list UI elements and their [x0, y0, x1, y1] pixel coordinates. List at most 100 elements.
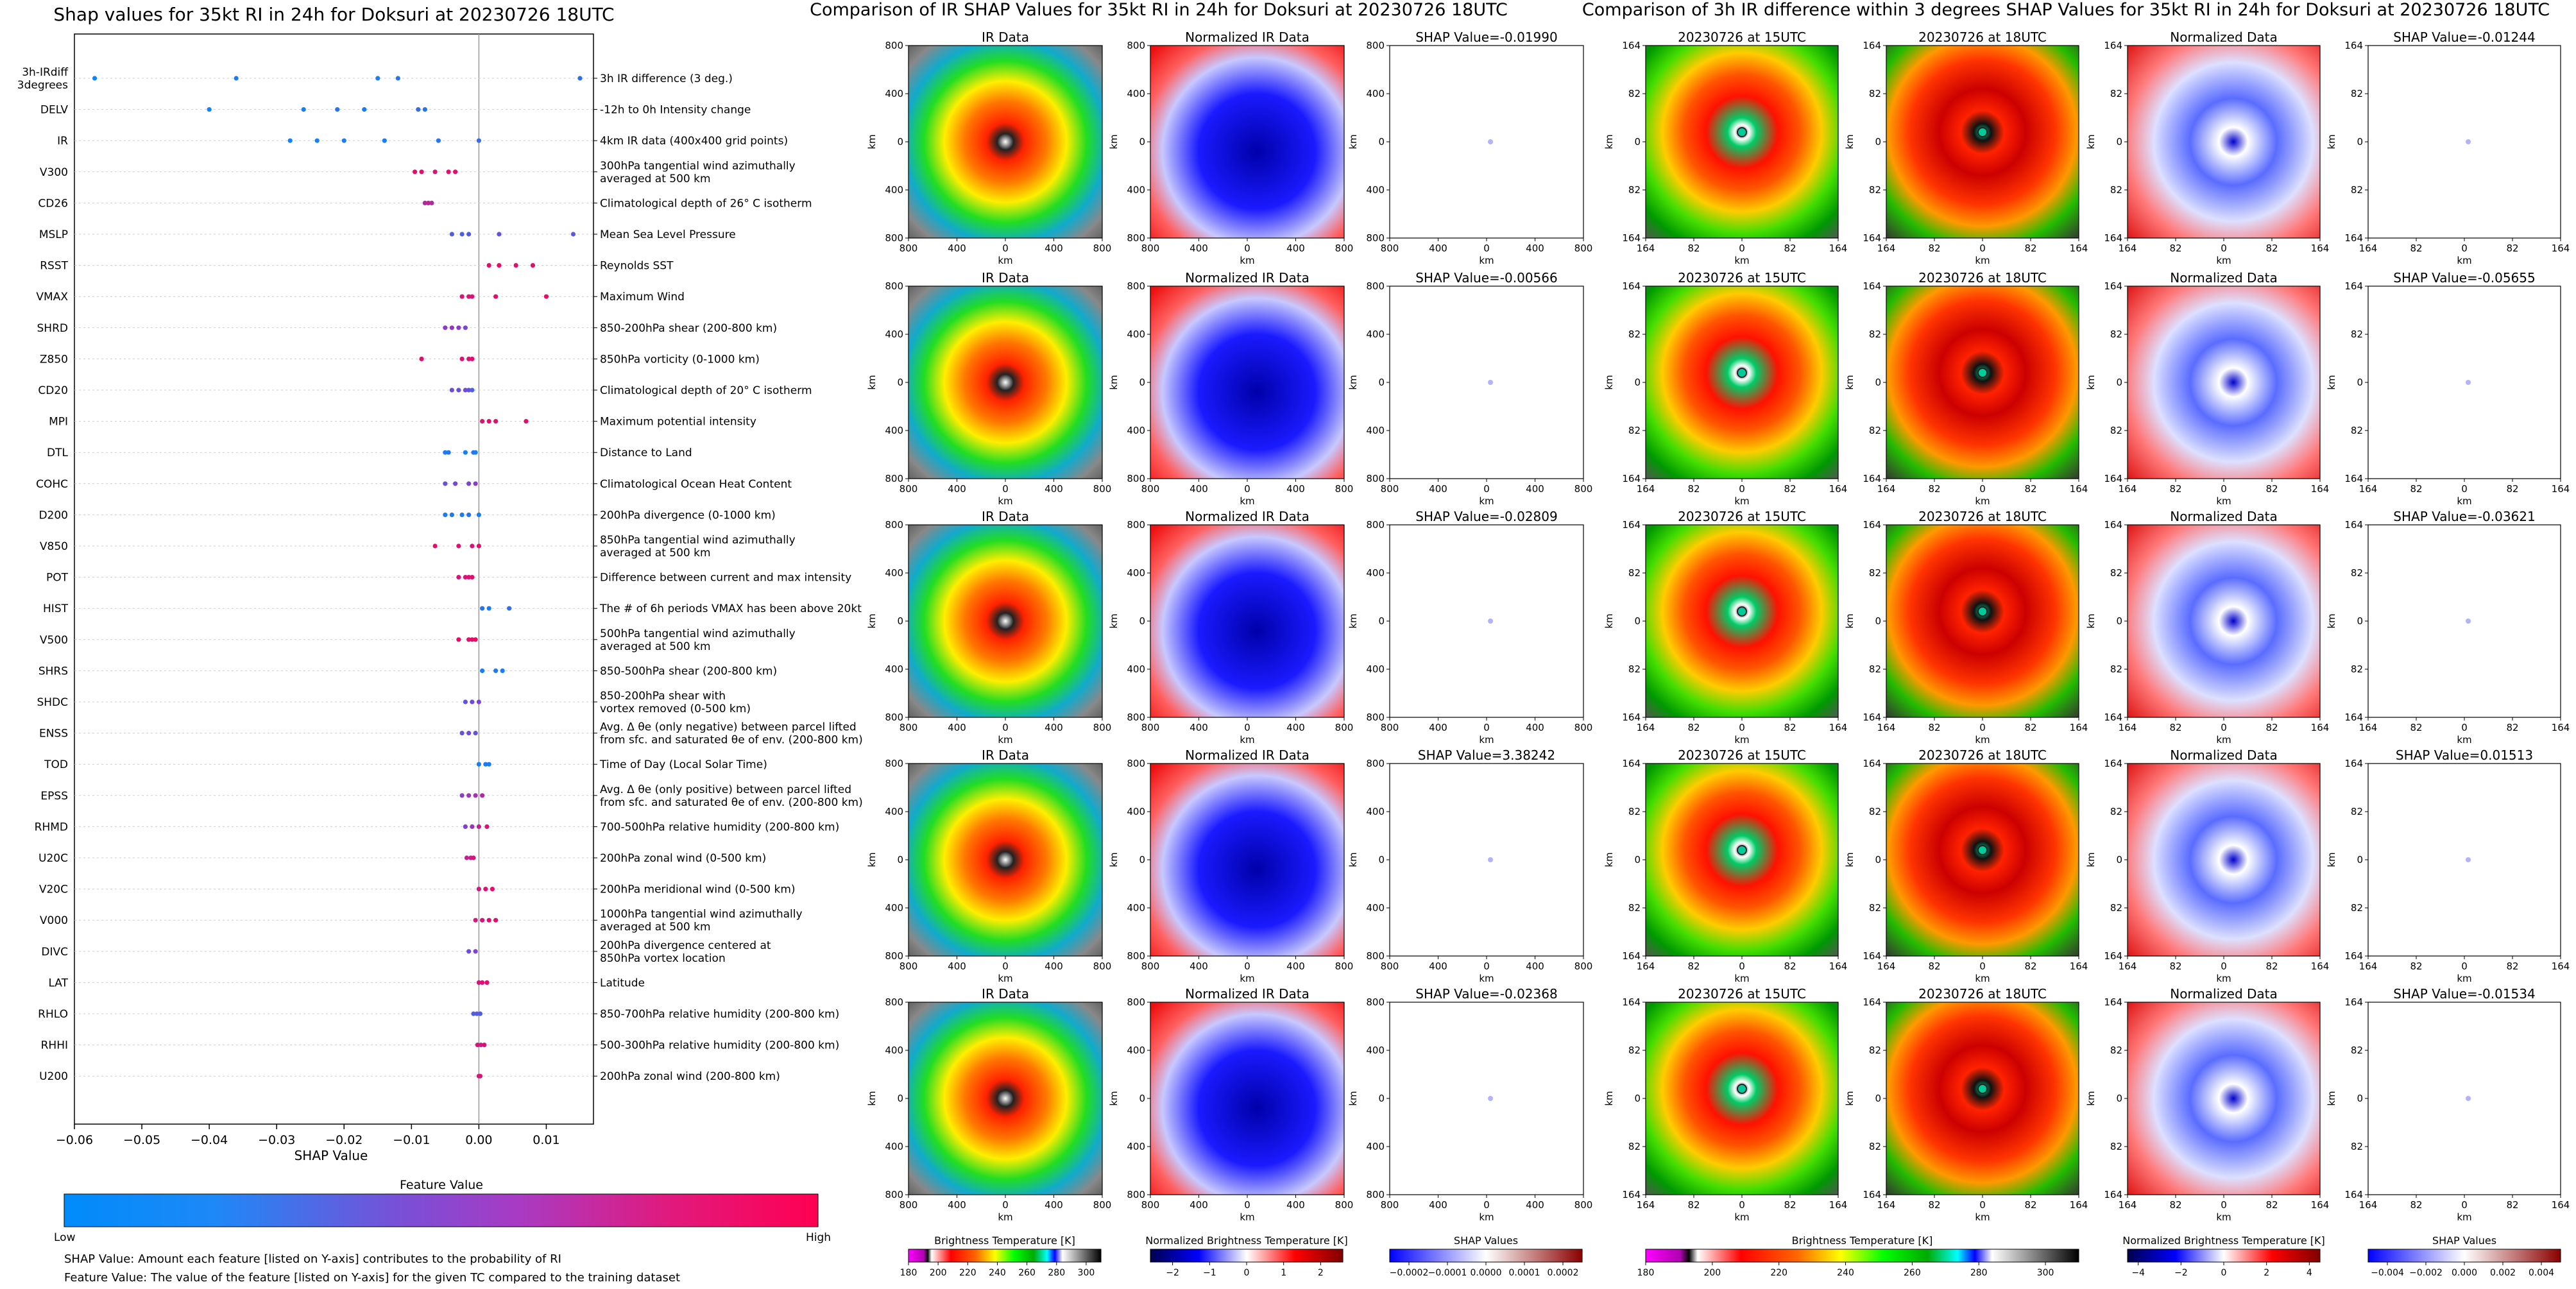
- panel-x-tick-label: 164: [2552, 483, 2570, 495]
- panel-x-tick-label: 82: [2506, 483, 2518, 495]
- panel-y-tick-label: 0: [1875, 377, 1881, 388]
- colorbar-tick-label: 4: [2307, 1268, 2312, 1278]
- feature-description: 1000hPa tangential wind azimuthally avera…: [600, 908, 803, 934]
- panel-y-tick-label: 82: [1628, 1141, 1641, 1152]
- panel-y-tick-label: 400: [885, 425, 903, 436]
- panel-x-tick-label: 82: [1687, 243, 1700, 254]
- panel-y-tick-label: 82: [2351, 1141, 2363, 1152]
- panel-x-tick-label: 0: [1002, 243, 1009, 254]
- normalized-ir-map: [1150, 1002, 1344, 1195]
- panel-y-label: km: [866, 134, 878, 149]
- shap-point: [473, 949, 478, 954]
- panel-x-tick-label: 82: [2265, 243, 2278, 254]
- shap-point: [480, 668, 485, 673]
- panel-x-tick-label: 800: [1093, 243, 1112, 254]
- colorbar-tick-label: −0.004: [2371, 1268, 2404, 1278]
- panel-x-tick-label: 800: [1574, 1199, 1593, 1211]
- panel-x-tick-label: 800: [1381, 243, 1399, 254]
- panel-y-tick-label: 164: [1622, 712, 1641, 723]
- panel-title: SHAP Value=-0.01244: [2393, 30, 2535, 45]
- panel-x-tick-label: 82: [2506, 722, 2518, 733]
- colorbar-tick-label: 300: [1078, 1268, 1095, 1278]
- panel-x-tick-label: 400: [1045, 243, 1063, 254]
- shap-point: [570, 232, 576, 237]
- panel-title: 20230726 at 15UTC: [1678, 30, 1806, 45]
- panel-x-label: km: [1734, 255, 1749, 266]
- panel-y-tick-label: 164: [1863, 473, 1881, 484]
- panel-y-label: km: [1844, 613, 1855, 628]
- panel-colorbar: Normalized Brightness Temperature [K] −2 −…: [1145, 1234, 1348, 1278]
- x-tick-label: −0.06: [56, 1133, 93, 1147]
- panel-y-tick-label: 164: [1622, 950, 1641, 962]
- panel-x-tick-label: 82: [2506, 1199, 2518, 1211]
- panel-x-tick-label: 164: [2552, 960, 2570, 972]
- panel-colorbar: Brightness Temperature [K] 180 200 220 240 26…: [1637, 1234, 2079, 1278]
- panel-y-label: km: [2085, 134, 2097, 149]
- colorbar-tick-label: 180: [1637, 1268, 1655, 1278]
- shap-point: [416, 107, 421, 112]
- panel-x-tick-label: 164: [2070, 960, 2088, 972]
- panel-x-tick-label: 82: [1687, 483, 1700, 495]
- panel-x-tick-label: 400: [1190, 722, 1208, 733]
- panel-y-tick-label: 164: [1622, 1189, 1641, 1200]
- shap-point: [513, 263, 518, 268]
- panel-x-tick-label: 164: [2359, 243, 2378, 254]
- panel-y-tick-label: 82: [2351, 425, 2363, 436]
- panel-x-tick-label: 0: [1002, 483, 1009, 495]
- shap-point: [470, 699, 475, 704]
- panel-y-tick-label: 0: [1139, 136, 1145, 148]
- panel-y-tick-label: 82: [2351, 663, 2363, 675]
- panel-x-tick-label: 164: [1829, 483, 1848, 495]
- shap-map: [2368, 46, 2561, 238]
- panel-x-tick-label: 400: [1429, 960, 1447, 972]
- shap-point: [287, 138, 293, 143]
- colorbar-tick-label: −4: [2131, 1268, 2145, 1278]
- panel-y-tick-label: 0: [1875, 1093, 1881, 1104]
- shap-point: [471, 855, 476, 860]
- shap-summary-axes: [74, 33, 594, 1125]
- shap-hotspot: [2466, 380, 2471, 385]
- shap-map: [1390, 1002, 1583, 1195]
- feature-description: 850-700hPa relative humidity (200-800 km…: [600, 1008, 839, 1021]
- shap-point: [483, 887, 488, 892]
- panel-y-label: km: [2085, 1091, 2097, 1105]
- panel-y-tick-label: 82: [2351, 88, 2363, 99]
- panel-y-tick-label: 800: [885, 232, 903, 244]
- shap-point: [382, 138, 387, 143]
- panel-y-label: km: [2085, 613, 2097, 628]
- panel-y-tick-label: 164: [2104, 758, 2122, 769]
- panel-title: 20230726 at 18UTC: [1918, 747, 2047, 763]
- panel-y-tick-label: 82: [1628, 806, 1641, 817]
- shap-point: [395, 76, 400, 81]
- colorbar-tick-label: 0.0001: [1509, 1268, 1540, 1278]
- shap-point: [473, 450, 478, 455]
- shap-point: [473, 793, 478, 798]
- panel-x-label: km: [1479, 1211, 1494, 1223]
- feature-description: The # of 6h periods VMAX has been above …: [599, 602, 862, 615]
- panel-x-tick-label: 400: [1286, 243, 1305, 254]
- panel-x-tick-label: 400: [1286, 960, 1305, 972]
- panel-x-tick-label: 82: [1928, 960, 1940, 972]
- panel-x-tick-label: 164: [1829, 722, 1848, 733]
- panel-x-tick-label: 0: [1244, 243, 1250, 254]
- colorbar-tick-label: 2: [1318, 1268, 1324, 1278]
- shap-point: [497, 232, 502, 237]
- panel-y-tick-label: 0: [1875, 854, 1881, 866]
- panel-y-tick-label: 800: [1127, 996, 1145, 1008]
- panel-x-label: km: [1240, 255, 1254, 266]
- panel-title: SHAP Value=-0.02809: [1415, 509, 1557, 524]
- panel-y-tick-label: 82: [1628, 663, 1641, 675]
- panel-x-tick-label: 800: [1141, 1199, 1160, 1211]
- panel-y-tick-label: 0: [2116, 377, 2122, 388]
- panel-y-tick-label: 164: [1622, 40, 1641, 51]
- panel-x-tick-label: 400: [1286, 483, 1305, 495]
- panel-y-tick-label: 0: [1139, 615, 1145, 627]
